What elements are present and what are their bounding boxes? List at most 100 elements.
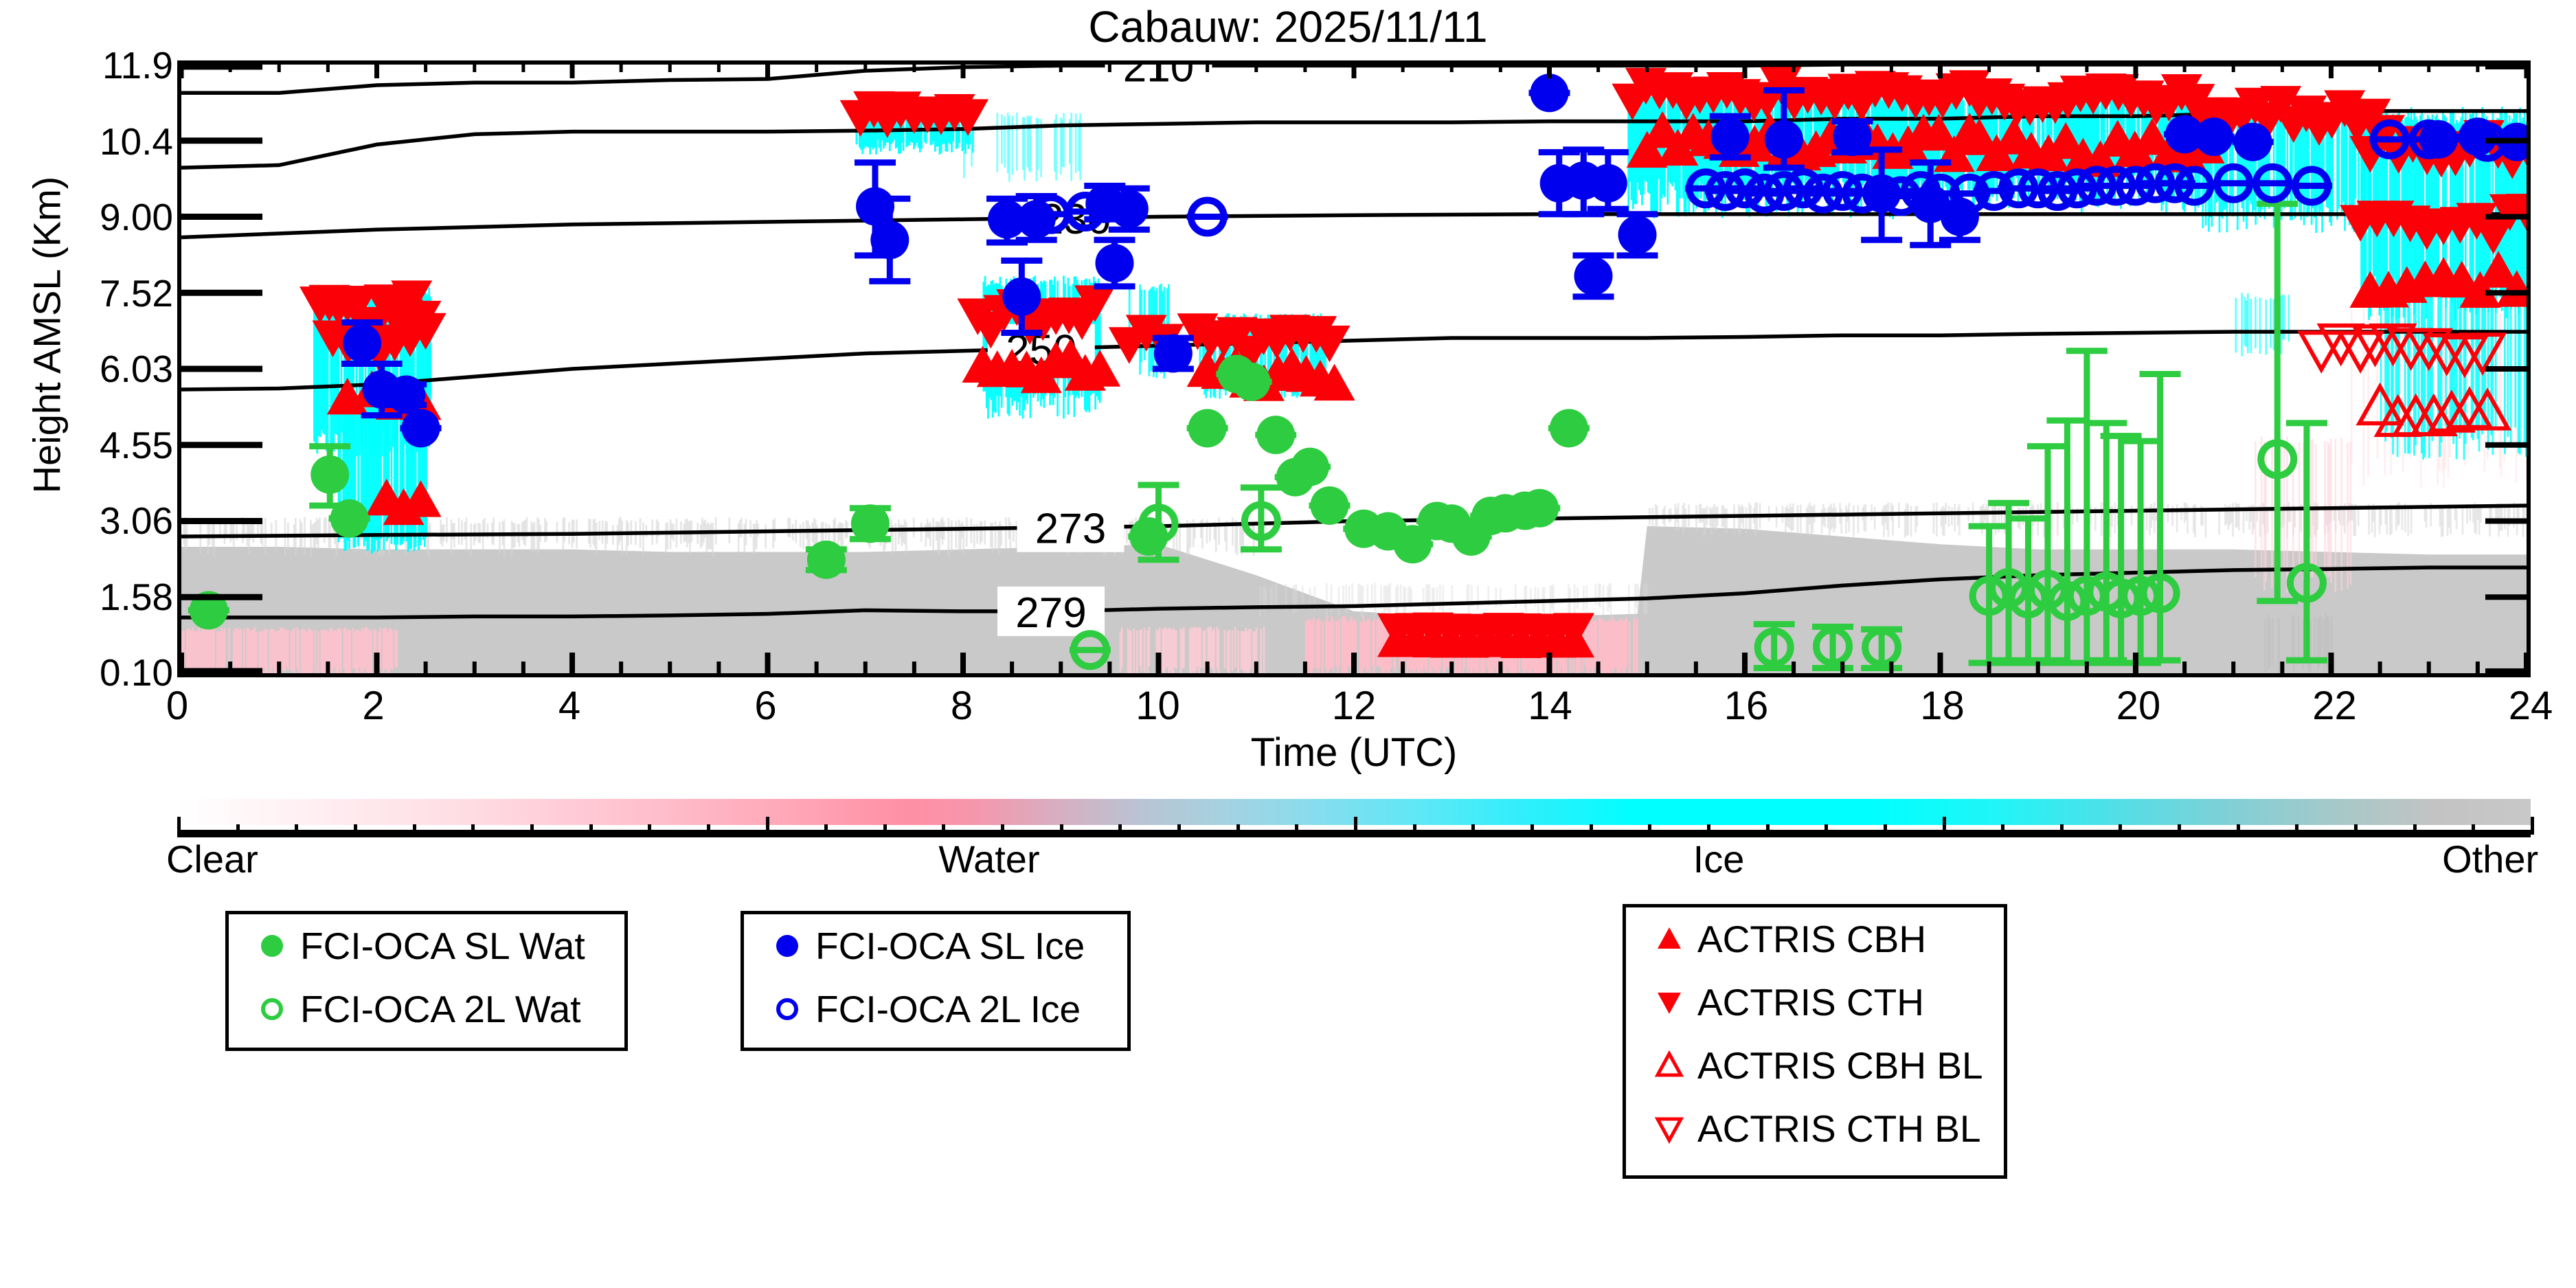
raster-col (417, 295, 420, 433)
raster-col (1881, 508, 1884, 526)
raster-col (963, 120, 965, 179)
actris-cth-marker (2472, 217, 2514, 255)
legend-item[interactable]: FCI-OCA 2L Ice (744, 978, 1127, 1041)
raster-col (1595, 621, 1598, 669)
raster-col (282, 628, 285, 671)
raster-col (1329, 620, 1331, 669)
datapoint-marker (343, 324, 382, 363)
raster-col (2154, 508, 2157, 521)
raster-col (1726, 508, 1728, 534)
raster-col (1216, 626, 1219, 669)
raster-col (365, 414, 367, 541)
raster-col (2224, 106, 2227, 209)
legend-item[interactable]: ACTRIS CTH (1626, 971, 2004, 1034)
raster-col (1285, 583, 1287, 611)
datapoint-marker (1290, 447, 1329, 486)
raster-col (1605, 621, 1608, 673)
raster-col (1342, 616, 1345, 673)
raster-col (1907, 504, 1909, 536)
raster-col (1008, 115, 1010, 182)
raster-col (359, 631, 362, 673)
legend-item[interactable]: ACTRIS CBH (1626, 907, 2004, 971)
raster-col (1799, 504, 1802, 536)
raster-col (2094, 506, 2097, 532)
raster-col (2250, 506, 2252, 521)
raster-col (1427, 584, 1430, 607)
raster-col (2384, 113, 2387, 286)
raster-col (1324, 319, 1326, 398)
raster-col (918, 111, 921, 152)
raster-col (2345, 111, 2348, 214)
raster-col (1120, 627, 1123, 668)
raster-col (1119, 631, 1122, 673)
raster-col (2000, 506, 2003, 526)
y-tick-label: 1.58 (99, 575, 173, 618)
legend-item[interactable]: FCI-OCA SL Ice (744, 914, 1127, 978)
raster-col (2432, 122, 2435, 286)
raster-col (357, 408, 359, 547)
raster-col (394, 629, 396, 668)
raster-col (363, 630, 365, 673)
raster-col (1980, 505, 1983, 534)
raster-col (2326, 615, 2329, 670)
raster-col (1218, 517, 1220, 545)
datapoint-marker (2140, 573, 2180, 613)
raster-col (1345, 584, 1348, 613)
raster-col (1274, 583, 1276, 611)
raster-col (2280, 105, 2283, 221)
raster-col (2286, 436, 2288, 594)
raster-col (1824, 507, 1826, 528)
raster-col (2386, 507, 2388, 535)
actris-cbh-marker (2459, 271, 2501, 308)
raster-col (1682, 505, 1684, 536)
raster-col (321, 293, 323, 431)
raster-col (2003, 505, 2006, 534)
raster-col (1293, 584, 1296, 611)
raster-col (2340, 438, 2343, 591)
raster-col (420, 296, 423, 447)
raster-col (705, 523, 708, 553)
raster-col (1126, 524, 1128, 544)
raster-col (228, 627, 230, 673)
raster-col (587, 518, 590, 544)
actris-legend: ACTRIS CBH ACTRIS CTH ACTRIS CBH BL ACTRIS … (1623, 904, 2007, 1179)
raster-col (261, 631, 264, 673)
legend-item[interactable]: ACTRIS CTH BL (1626, 1097, 2004, 1160)
raster-col (1255, 627, 1258, 673)
raster-col (2481, 107, 2483, 282)
raster-col (2211, 109, 2213, 227)
raster-col (2388, 116, 2391, 274)
contour-label: 273 (1035, 506, 1106, 553)
raster-col (240, 629, 242, 673)
raster-col (305, 631, 308, 673)
legend-item[interactable]: FCI-OCA 2L Wat (229, 978, 624, 1041)
raster-col (275, 631, 278, 673)
y-tick-label: 9.00 (99, 196, 173, 238)
raster-col (2344, 108, 2346, 231)
raster-col (1628, 622, 1631, 673)
raster-col (367, 629, 370, 673)
raster-col (2452, 109, 2455, 274)
raster-col (1784, 507, 1787, 533)
raster-col (1214, 318, 1217, 398)
raster-col (1422, 587, 1425, 607)
raster-col (252, 629, 255, 673)
actris-cth-marker (391, 280, 433, 317)
raster-col (1181, 630, 1184, 668)
raster-col (2478, 288, 2481, 452)
legend-item-label: FCI-OCA SL Ice (815, 925, 1085, 967)
raster-col (229, 522, 232, 543)
raster-col (1941, 506, 1944, 536)
legend-item[interactable]: ACTRIS CBH BL (1626, 1034, 2004, 1097)
actris-cbh-marker (1079, 350, 1121, 387)
raster-col (2440, 505, 2443, 537)
raster-col (2289, 116, 2292, 221)
legend-item[interactable]: FCI-OCA SL Wat (229, 914, 624, 978)
raster-col (665, 523, 667, 553)
raster-col (1954, 504, 1956, 532)
datapoint-marker (806, 540, 846, 579)
datapoint-marker (870, 221, 909, 260)
raster-col (1320, 313, 1322, 398)
raster-col (563, 517, 566, 542)
raster-col (1739, 507, 1741, 535)
